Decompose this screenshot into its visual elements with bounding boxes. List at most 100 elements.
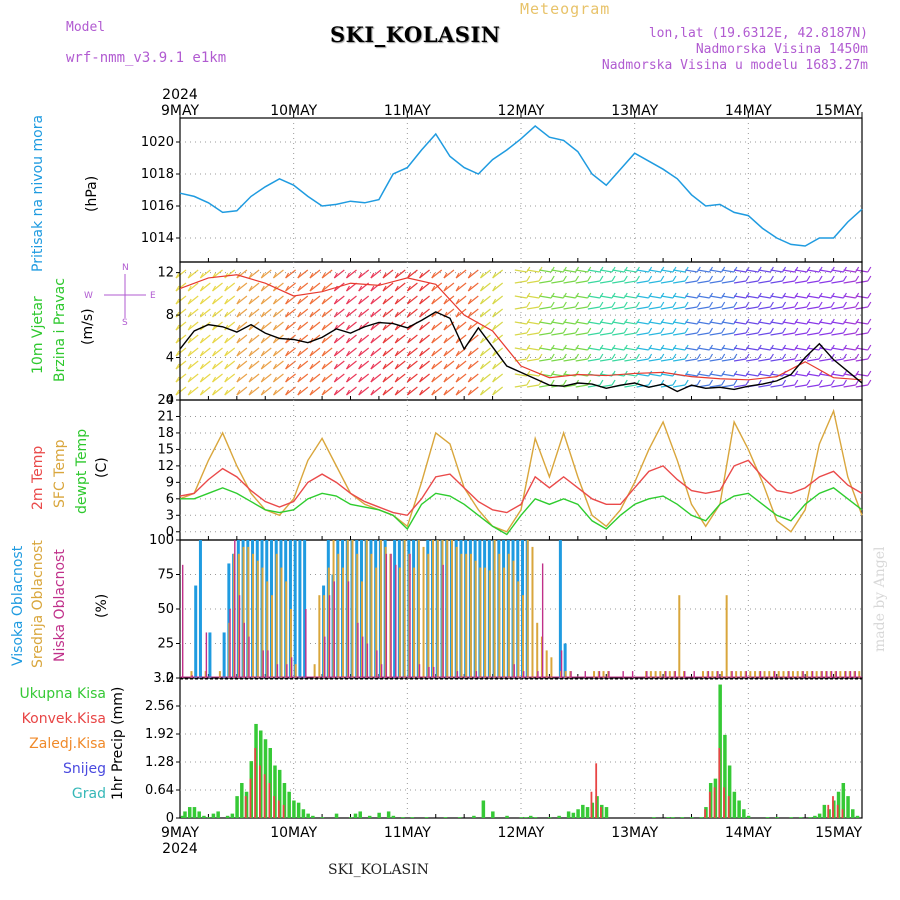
wind-barb-flag	[855, 318, 860, 325]
cloud-bar-mid	[280, 567, 283, 678]
wind-barb	[273, 347, 284, 357]
precip-bar-total	[457, 817, 462, 818]
precip-bar-conv	[600, 807, 602, 818]
wind-barb	[443, 347, 455, 357]
wind-barb	[407, 269, 418, 279]
wind-barb-flag	[623, 266, 628, 273]
cloud-bar-low	[390, 553, 392, 678]
wind-barb-flag	[538, 344, 543, 351]
wind-barb	[843, 295, 856, 299]
wind-barb-flag	[550, 353, 555, 360]
wind-barb	[443, 282, 455, 292]
wind-barb	[746, 358, 759, 362]
wind-barb-flag	[782, 318, 787, 325]
wind-barb	[660, 321, 674, 325]
cloud-bar-low	[845, 671, 847, 678]
precip-bar-total	[311, 815, 315, 818]
wind-barb-flag	[733, 353, 738, 360]
wind-barb-flag	[431, 272, 436, 279]
cloud-bar-low	[380, 664, 383, 678]
wind-barb-flag	[212, 363, 217, 370]
cloud-bar-low	[707, 671, 710, 678]
wind-barb-flag	[370, 337, 375, 344]
wind-barb-flag	[370, 311, 375, 318]
precip-bar-total	[292, 800, 296, 818]
wind-barb-flag	[769, 301, 774, 308]
compass-w: W	[84, 291, 93, 301]
wind-barb-flag	[733, 301, 738, 308]
wind-barb-flag	[455, 350, 460, 357]
cloud-bar-mid	[294, 664, 297, 678]
wind-barb-flag	[345, 311, 351, 318]
wind-barb	[539, 358, 552, 362]
wind-barb-flag	[623, 301, 628, 308]
wind-barb	[807, 295, 820, 299]
cloud-bar-low	[631, 671, 634, 678]
wind-barb	[224, 360, 236, 370]
wind-barb	[480, 347, 491, 357]
wind-barb-flag	[769, 327, 774, 334]
wind-barb-flag	[333, 337, 338, 344]
wind-barb-flag	[684, 353, 689, 360]
wind-barb-flag	[672, 275, 677, 282]
wind-barb	[346, 321, 357, 331]
wind-barb	[612, 347, 625, 351]
cloud-bar-mid	[488, 570, 491, 678]
legend-hail: Grad	[71, 786, 106, 802]
wind-barb	[709, 358, 722, 362]
wind-barb-flag	[648, 353, 653, 360]
precip-bar-total	[180, 815, 185, 818]
wind-barb-flag	[708, 301, 714, 308]
wind-barb	[394, 386, 406, 396]
wind-barb-flag	[733, 370, 738, 377]
wind-barb	[575, 306, 588, 310]
cloud-bar-mid	[337, 553, 340, 678]
altitude-info: Nadmorska Visina 1450m	[695, 42, 868, 57]
wind-barb	[455, 386, 467, 396]
wind-barb	[309, 360, 321, 370]
wind-barb-flag	[492, 324, 497, 331]
wind-barb-flag	[623, 344, 628, 351]
wind-barb	[480, 321, 491, 331]
y-tick-label-temperature: 24	[157, 393, 174, 408]
wind-barb	[758, 373, 771, 377]
wind-barb	[467, 334, 479, 344]
wind-barb	[599, 321, 613, 325]
wind-barb	[358, 334, 370, 344]
cloud-bar-low	[541, 563, 544, 678]
wind-barb-flag	[321, 376, 326, 383]
wind-barb	[248, 295, 260, 305]
wind-barb-flag	[562, 379, 567, 386]
wind-barb	[526, 321, 540, 325]
wind-barb-flag	[285, 389, 290, 396]
wind-barb	[673, 358, 686, 362]
wind-barb	[199, 360, 211, 370]
wind-barb	[587, 321, 600, 325]
wind-barb	[770, 384, 783, 388]
wind-barb-flag	[782, 344, 787, 351]
wind-barb	[575, 280, 588, 284]
wind-barb-flag	[684, 344, 689, 351]
wind-barb	[551, 306, 564, 310]
precip-bar-total	[557, 815, 561, 818]
wind-barb	[746, 347, 759, 351]
wind-barb-flag	[842, 292, 847, 299]
wind-barb-flag	[419, 337, 424, 344]
precip-bar-total	[391, 815, 396, 818]
precip-bar-total	[282, 783, 287, 818]
wind-barb	[819, 347, 832, 351]
precip-bar-total	[225, 815, 230, 818]
compass-e: E	[150, 291, 156, 301]
wind-barb	[346, 269, 357, 279]
cloud-bar-mid	[564, 671, 567, 678]
wind-barb-flag	[443, 285, 448, 292]
wind-barb-flag	[721, 292, 726, 299]
wind-barb	[224, 308, 236, 318]
wind-barb-flag	[199, 350, 204, 357]
wind-barb	[733, 332, 747, 336]
precip-bar-conv	[263, 774, 266, 818]
y-tick-label-cloud: 50	[157, 602, 174, 617]
wind-barb	[492, 321, 504, 331]
wind-barb	[455, 334, 467, 344]
wind-barb-flag	[285, 272, 290, 279]
